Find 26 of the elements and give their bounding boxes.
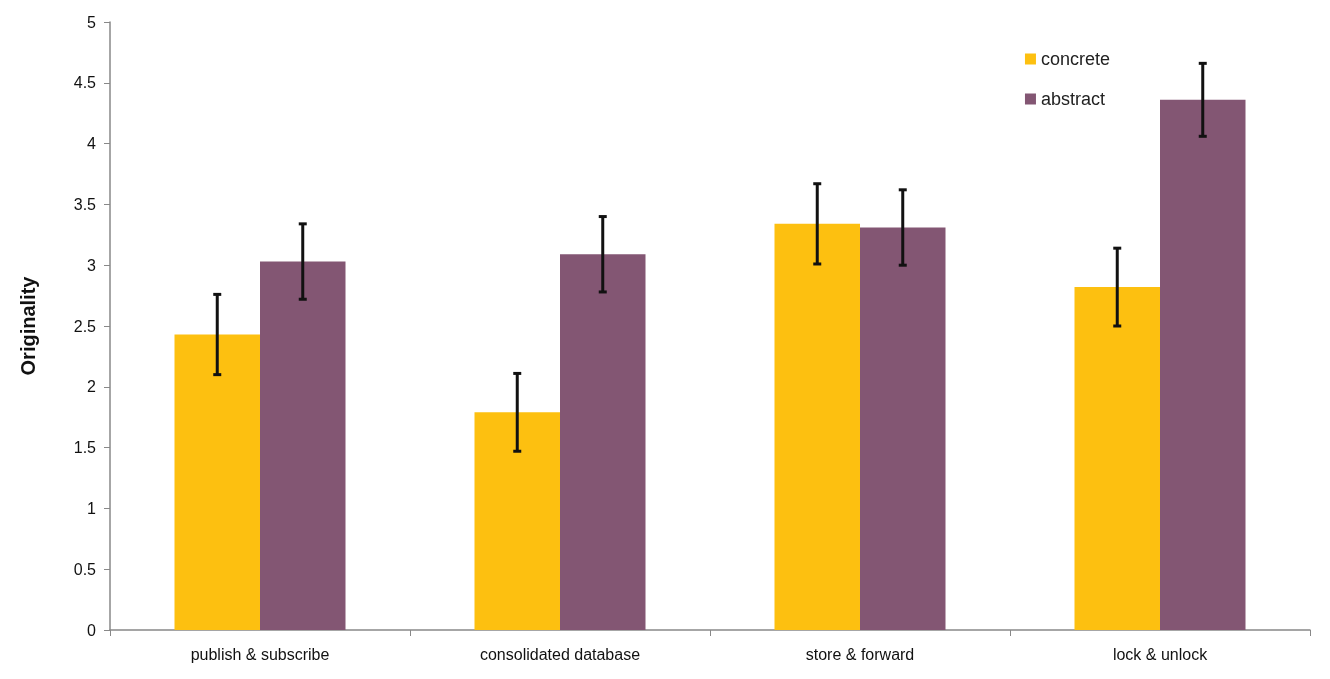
bar (1074, 287, 1160, 630)
x-tick-label: lock & unlock (1112, 645, 1209, 663)
bar (860, 227, 946, 630)
bar (774, 223, 860, 630)
y-tick-label: 4.5 (73, 74, 97, 92)
legend-label: abstract (1040, 89, 1105, 109)
y-tick-label: 0.5 (73, 560, 97, 578)
bar (560, 254, 646, 630)
y-tick-label: 0 (87, 621, 97, 639)
bar (1160, 99, 1246, 630)
y-tick-label: 4 (87, 135, 97, 153)
bar (260, 261, 346, 630)
x-tick-label: store & forward (805, 645, 915, 663)
bar (474, 412, 560, 630)
y-axis-title: Originality (17, 275, 39, 376)
y-tick-label: 3.5 (73, 195, 97, 213)
y-tick-label: 3 (87, 256, 97, 274)
y-tick-label: 2 (87, 378, 97, 396)
bar (174, 334, 260, 630)
x-tick-label: publish & subscribe (190, 645, 330, 663)
legend-label: concrete (1040, 49, 1111, 69)
y-tick-label: 1.5 (73, 439, 97, 457)
y-tick-label: 5 (87, 13, 97, 31)
x-tick-label: consolidated database (479, 645, 641, 663)
y-tick-label: 2.5 (73, 317, 97, 335)
y-tick-label: 1 (87, 499, 97, 517)
